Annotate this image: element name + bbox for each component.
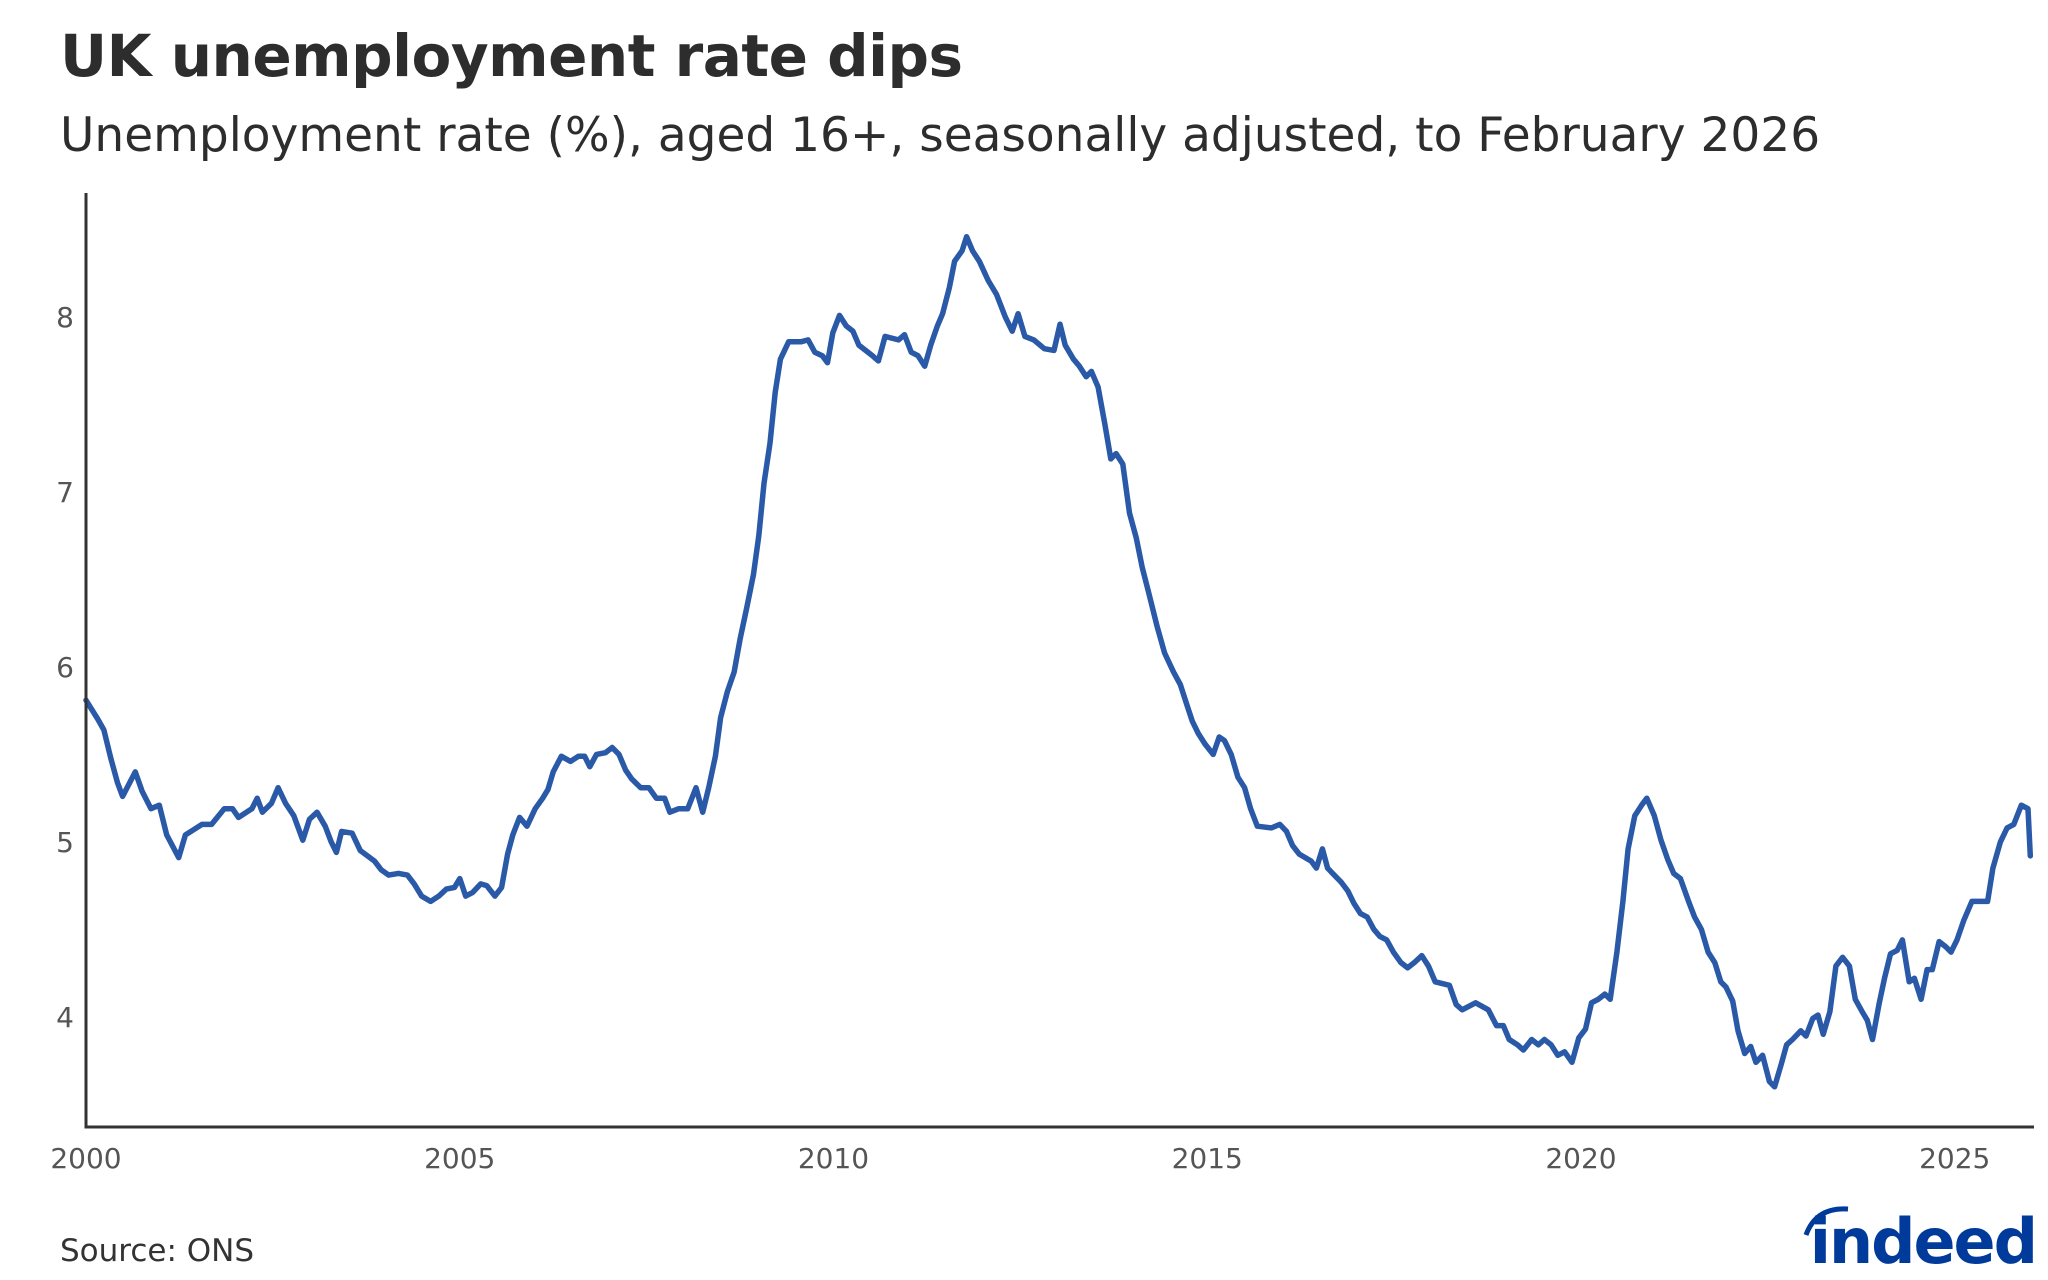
x-tick-label: 2010 xyxy=(798,1142,869,1175)
y-tick-label: 4 xyxy=(56,1001,74,1034)
logo-arc-icon xyxy=(1803,1206,1848,1236)
x-tick-label: 2025 xyxy=(1919,1142,1990,1175)
y-tick-label: 5 xyxy=(56,826,74,859)
logo-text: indeed xyxy=(1809,1205,2038,1278)
y-tick-label: 8 xyxy=(56,301,74,334)
x-tick-label: 2015 xyxy=(1172,1142,1243,1175)
y-tick-label: 7 xyxy=(56,476,74,509)
y-tick-label: 6 xyxy=(56,651,74,684)
x-tick-label: 2000 xyxy=(50,1142,121,1175)
x-tick-label: 2005 xyxy=(424,1142,495,1175)
chart-title: UK unemployment rate dips xyxy=(60,22,963,90)
indeed-logo: indeed xyxy=(1803,1205,2038,1278)
x-tick-label: 2020 xyxy=(1545,1142,1616,1175)
series-line xyxy=(83,233,2034,1090)
source-note: Source: ONS xyxy=(60,1233,255,1269)
chart-subtitle: Unemployment rate (%), aged 16+, seasona… xyxy=(60,108,1821,163)
